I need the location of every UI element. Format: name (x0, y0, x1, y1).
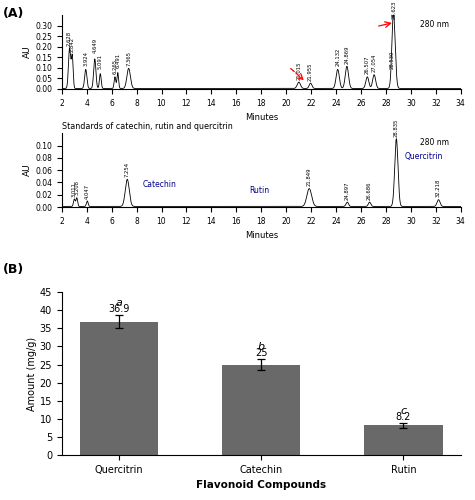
Text: 5.091: 5.091 (98, 54, 103, 70)
Text: 6.491: 6.491 (115, 53, 120, 68)
Text: 26.686: 26.686 (367, 181, 372, 200)
Text: 28.835: 28.835 (394, 118, 399, 137)
Text: 24.132: 24.132 (335, 48, 340, 66)
Text: 25: 25 (255, 348, 267, 358)
Text: 21.015: 21.015 (296, 62, 301, 80)
Text: 4.047: 4.047 (85, 184, 90, 199)
Text: 26.507: 26.507 (365, 56, 370, 74)
Text: 21.849: 21.849 (307, 168, 312, 186)
Bar (222, 364, 300, 455)
Text: 3.208: 3.208 (74, 180, 79, 196)
X-axis label: Flavonoid Compounds: Flavonoid Compounds (196, 480, 326, 490)
Text: 6.265: 6.265 (113, 59, 117, 74)
Text: (A): (A) (2, 8, 24, 20)
Y-axis label: Amount (mg/g): Amount (mg/g) (27, 336, 37, 410)
Text: Quercitrin: Quercitrin (405, 152, 443, 161)
Y-axis label: AU: AU (23, 164, 32, 176)
Text: 3.011: 3.011 (72, 182, 77, 197)
Text: 32.218: 32.218 (436, 179, 441, 197)
Text: 8.2: 8.2 (396, 412, 411, 422)
Text: 28.530: 28.530 (390, 50, 395, 69)
Bar (364, 426, 443, 455)
Bar (80, 322, 158, 455)
Text: 280 nm: 280 nm (420, 138, 449, 147)
Text: 2.842: 2.842 (70, 37, 75, 52)
Y-axis label: AU: AU (23, 46, 32, 58)
Text: (B): (B) (2, 262, 24, 276)
Text: 24.897: 24.897 (345, 181, 350, 200)
Text: c: c (400, 406, 407, 415)
Text: 21.955: 21.955 (308, 62, 313, 81)
Text: 36.9: 36.9 (108, 304, 130, 314)
Text: 7.365: 7.365 (126, 51, 131, 66)
Text: 28.623: 28.623 (391, 1, 396, 19)
Text: Standards of catechin, rutin and quercitrin: Standards of catechin, rutin and quercit… (62, 122, 232, 131)
Text: 4.649: 4.649 (92, 38, 97, 54)
Text: 27.054: 27.054 (371, 54, 377, 72)
Text: Rutin: Rutin (249, 186, 269, 195)
Text: 280 nm: 280 nm (420, 20, 449, 29)
Text: 2.628: 2.628 (67, 30, 72, 46)
Text: 7.254: 7.254 (125, 162, 130, 177)
Text: 3.924: 3.924 (83, 51, 88, 66)
X-axis label: Minutes: Minutes (245, 232, 278, 240)
Text: a: a (115, 298, 123, 308)
Text: 24.869: 24.869 (344, 45, 350, 64)
Text: Catechin: Catechin (143, 180, 177, 188)
Text: b: b (257, 342, 265, 352)
X-axis label: Minutes: Minutes (245, 113, 278, 122)
